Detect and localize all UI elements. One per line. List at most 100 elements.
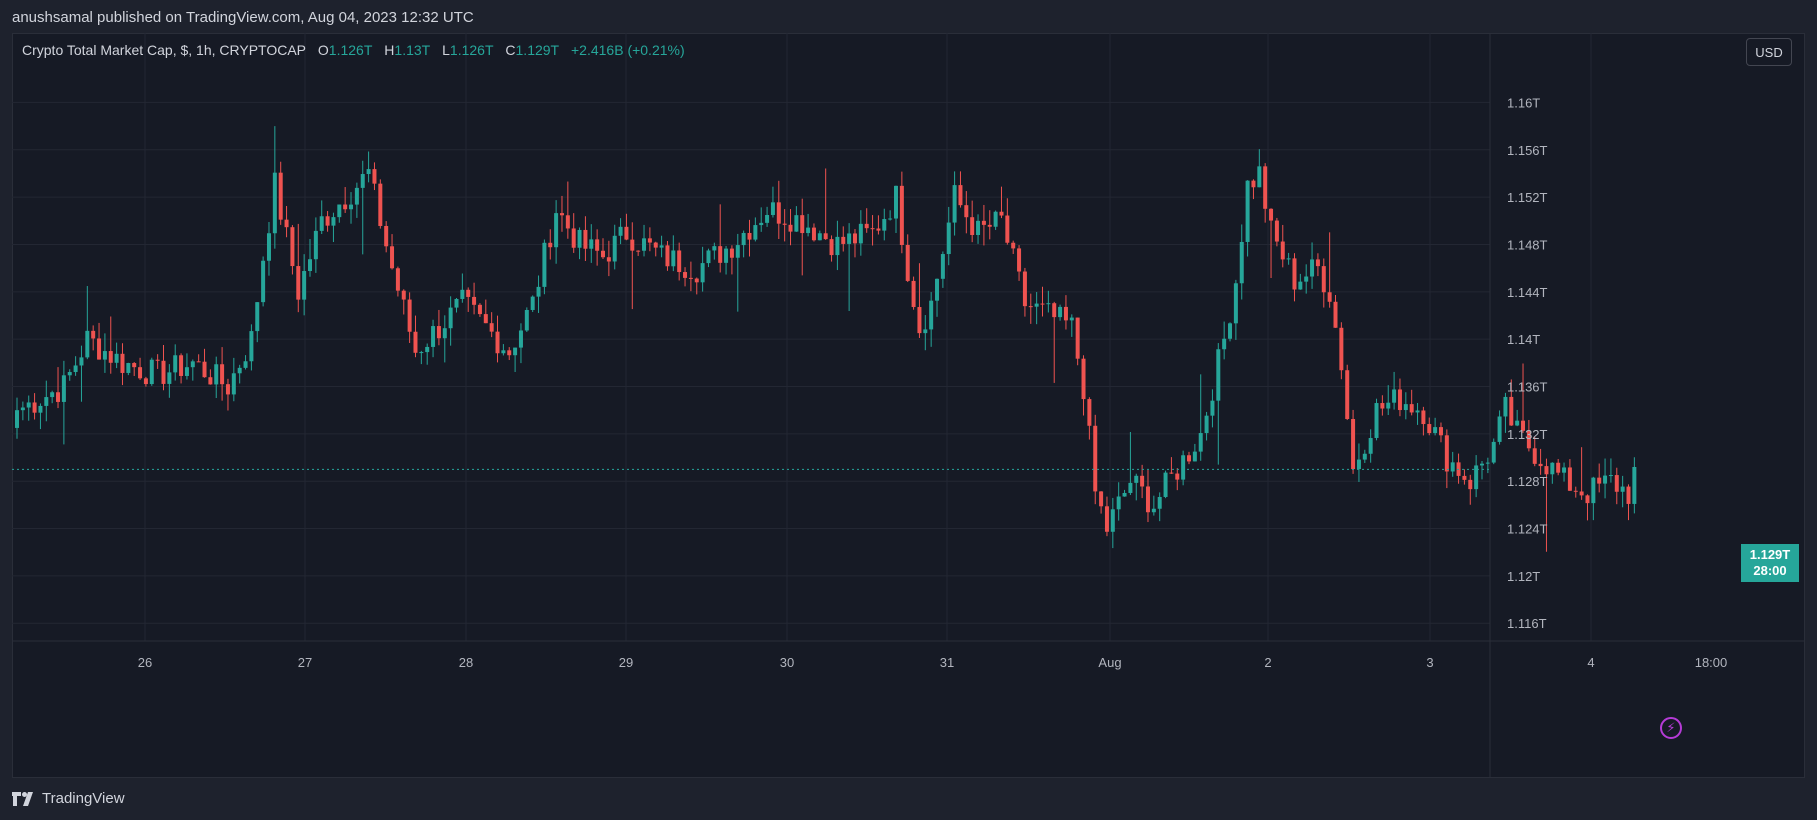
lightning-icon[interactable]: ⚡ [1660,717,1682,739]
candle-down [202,361,207,378]
candle-down [1099,491,1104,507]
candle-down [1040,303,1045,305]
price-axis: 1.116T 1.12T 1.124T 1.128T 1.132T 1.136T 1.14T… [1507,95,1548,631]
candle-up [888,218,893,220]
candle-down [1292,258,1297,290]
candle-up [1122,492,1127,497]
candle-down [1397,389,1402,411]
candle-down [395,268,400,291]
tradingview-logo[interactable]: TradingView [12,790,125,807]
candle-down [108,351,113,363]
candle-down [138,367,143,379]
candle-up [431,326,436,347]
candle-up [44,397,49,406]
grid-lines [12,33,1592,641]
candle-up [1128,482,1133,493]
candle-down [1526,430,1531,449]
candle-up [1192,451,1197,462]
candle-up [589,239,594,249]
candle-down [729,248,734,258]
y-tick-label: 1.152T [1507,190,1548,205]
candlestick-chart[interactable]: 1.116T 1.12T 1.124T 1.128T 1.132T 1.136T 1.14T… [12,33,1805,778]
candle-up [946,222,951,255]
candle-up [741,232,746,246]
candle-down [1251,180,1256,188]
candle-up [302,271,307,300]
candle-up [190,361,195,368]
candle-up [249,331,254,362]
candle-down [1614,475,1619,492]
candle-up [1286,258,1291,260]
candle-down [1521,420,1526,431]
candle-down [688,277,693,279]
candle-up [337,204,342,218]
candle-down [1093,425,1098,492]
candle-up [454,298,459,308]
candle-down [413,331,418,353]
symbol-legend: Crypto Total Market Cap, $, 1h, CRYPTOCA… [22,42,685,58]
candle-up [1386,402,1391,409]
candle-up [1503,396,1508,417]
candle-down [981,220,986,225]
candle-up [612,235,617,262]
candle-down [179,355,184,376]
candle-up [237,367,242,374]
candle-down [559,213,564,216]
change-value: +2.416B (+0.21%) [571,42,685,58]
candle-up [1198,433,1203,452]
candle-down [1538,463,1543,467]
candle-up [85,330,90,358]
candle-down [343,204,348,210]
candle-down [823,233,828,240]
candle-down [1544,466,1549,475]
candle-down [1087,399,1092,426]
candle-up [1157,496,1162,509]
candle-up [1374,403,1379,438]
candle-up [1450,462,1455,472]
candle-up [331,217,336,226]
candle-up [735,245,740,258]
candle-down [1339,327,1344,371]
candle-down [1333,301,1338,328]
candle-down [1169,472,1174,474]
candle-up [360,174,365,188]
candle-up [642,238,647,251]
candle-up [993,211,998,227]
candle-down [811,227,816,241]
candle-down [32,402,37,413]
candle-down [1005,215,1010,243]
candle-up [712,246,717,251]
candle-down [132,363,137,368]
candle-down [1017,248,1022,272]
candle-up [1497,416,1502,442]
high-value: 1.13T [394,42,431,58]
candle-down [220,364,225,385]
candle-down [788,224,793,232]
candle-down [1315,259,1320,267]
candle-down [800,215,805,234]
candle-down [1063,306,1068,321]
x-tick-label: Aug [1098,655,1121,670]
candle-down [120,353,125,373]
candle-up [67,372,72,376]
candle-up [1562,467,1567,473]
y-tick-label: 1.148T [1507,237,1548,252]
candle-up [1433,427,1438,434]
candle-down [372,169,377,184]
candle-down [636,250,641,252]
candle-up [794,215,799,232]
candle-up [354,187,359,205]
currency-button[interactable]: USD [1746,38,1792,66]
candle-down [864,223,869,229]
high-label: H [384,42,395,58]
candle-up [1239,241,1244,284]
candle-down [683,272,688,278]
open-value: 1.126T [328,42,373,58]
y-tick-label: 1.16T [1507,95,1540,110]
candle-down [1028,306,1033,308]
candle-down [1145,486,1150,513]
candle-up [38,405,43,413]
candle-up [882,219,887,231]
candle-up [319,216,324,231]
candle-down [466,289,471,297]
